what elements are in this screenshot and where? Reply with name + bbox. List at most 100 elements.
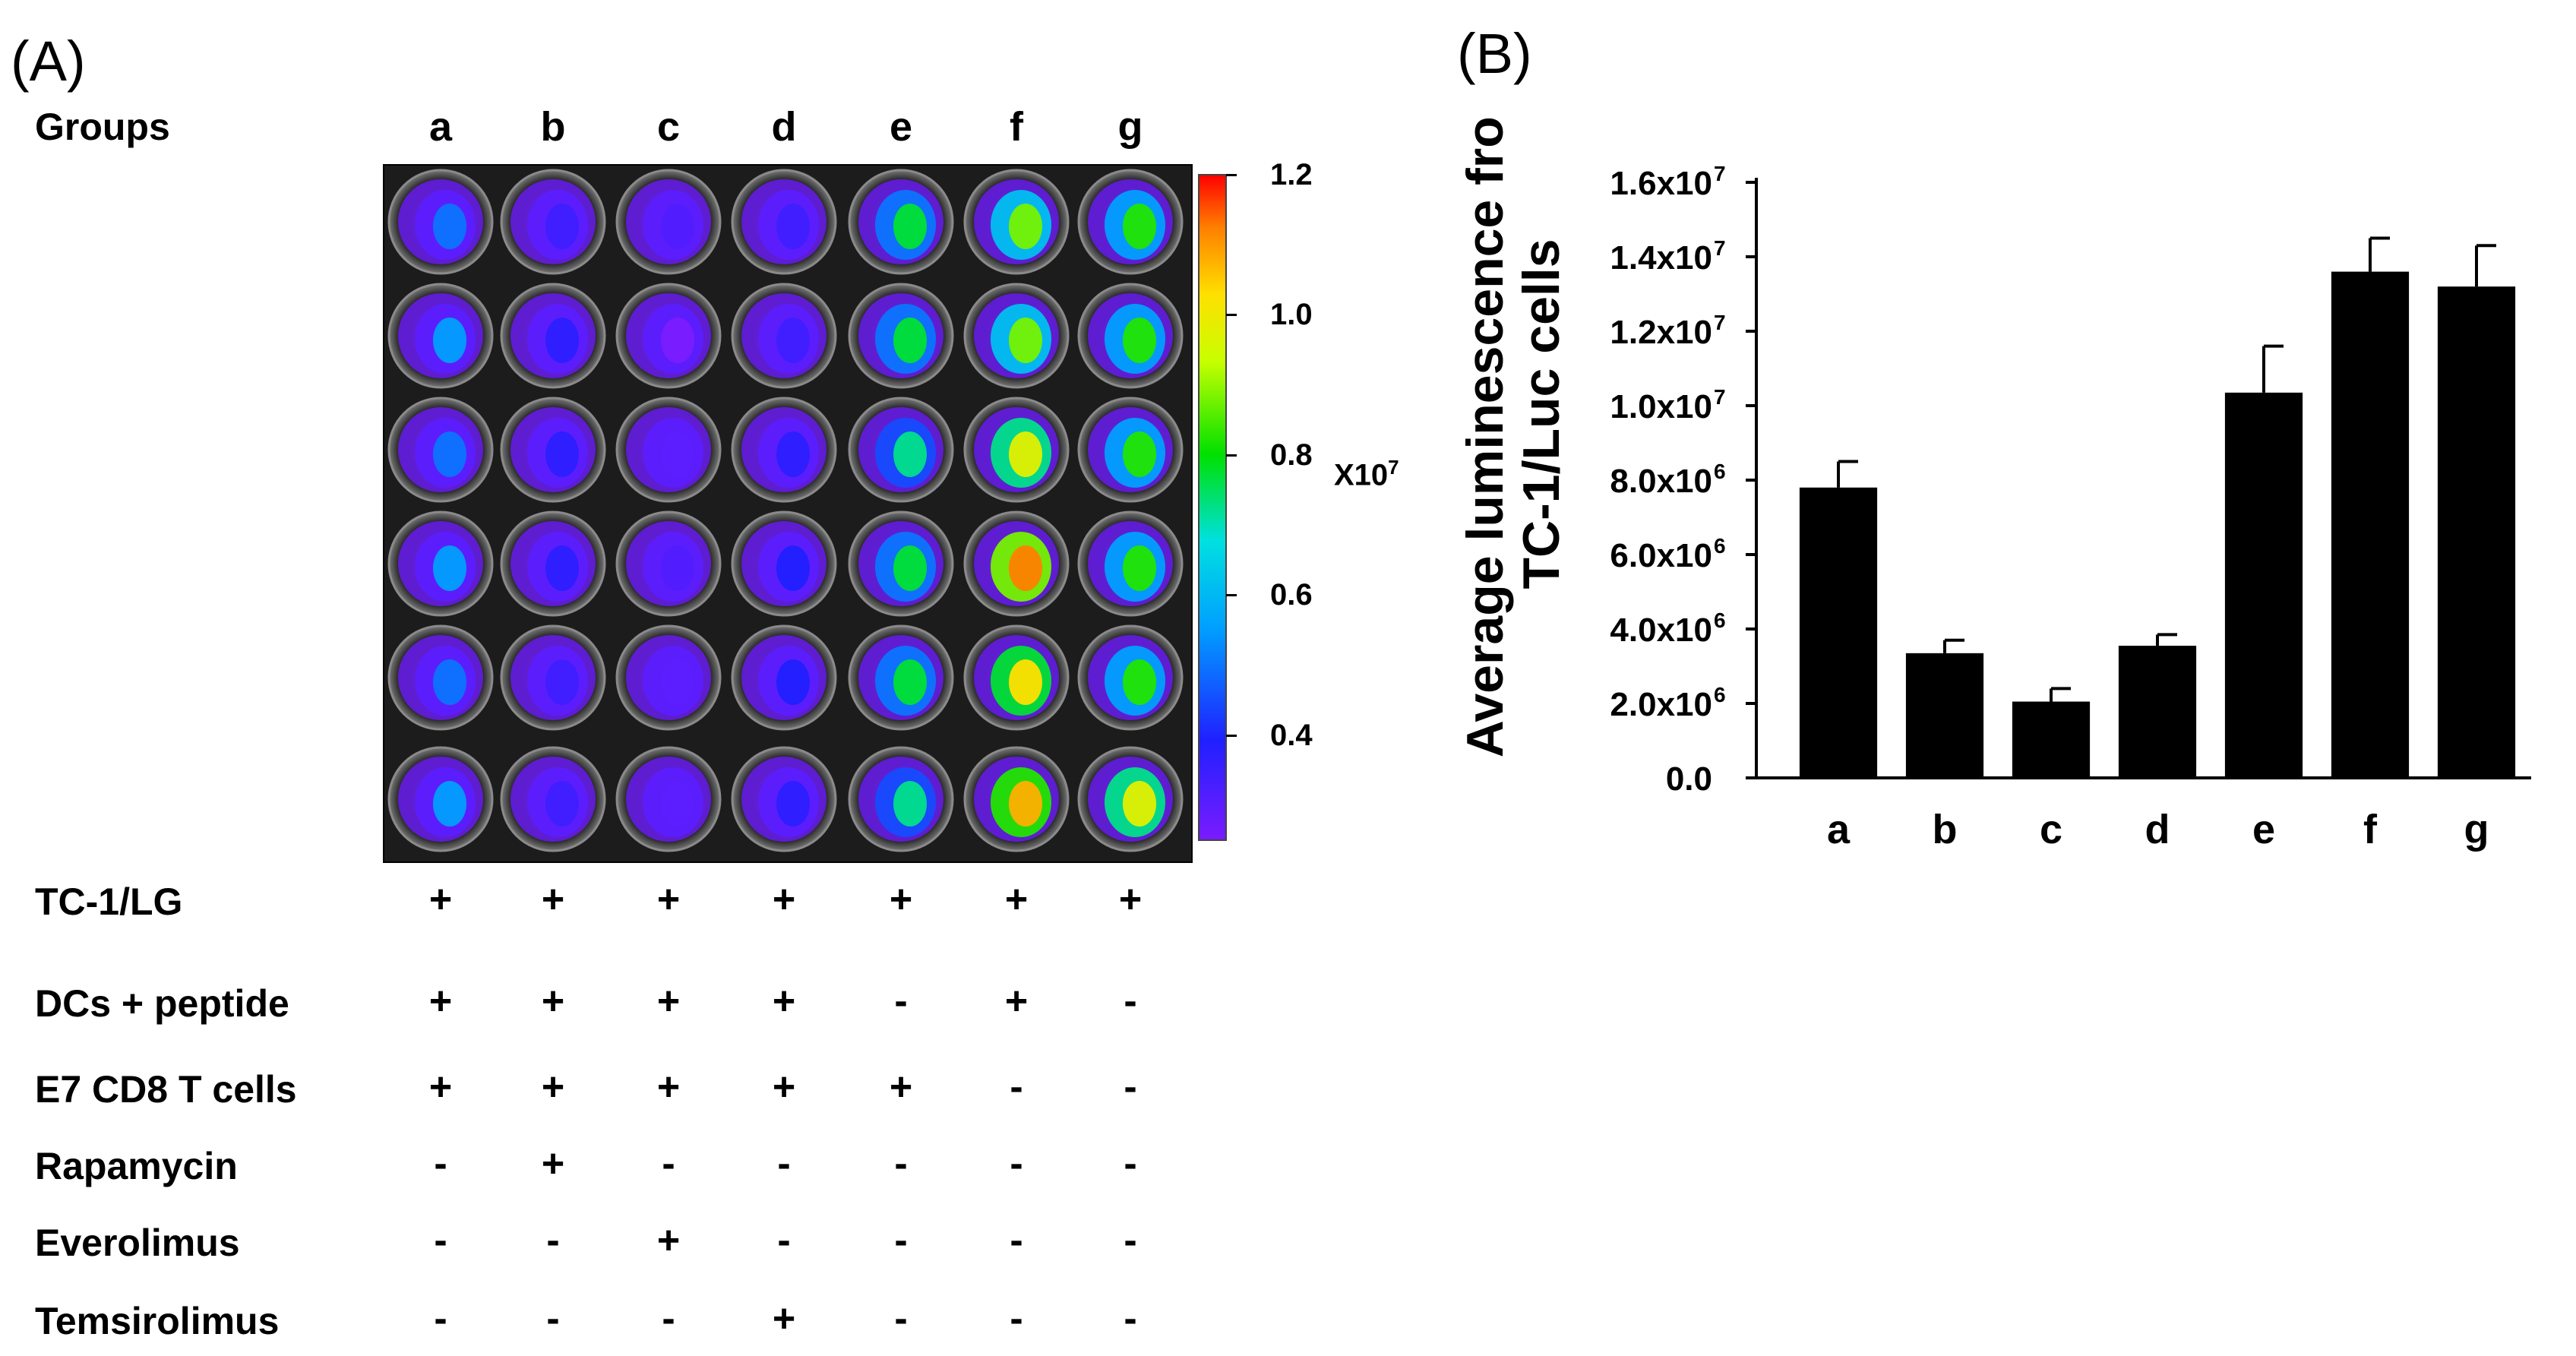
treatment-cell: + (656, 1065, 681, 1109)
plate-well (963, 169, 1070, 275)
well-signal-core (545, 204, 579, 249)
treatment-cell: - (777, 1219, 791, 1263)
well-signal-core (1123, 431, 1156, 477)
colorbar-tick-label: 1.0 (1270, 298, 1313, 332)
treatment-cell: + (772, 979, 796, 1023)
plate-well (848, 169, 954, 275)
treatment-cell: + (428, 979, 453, 1023)
treatment-cell: + (772, 877, 796, 921)
well-signal-core (776, 431, 810, 477)
well-signal-core (545, 659, 579, 705)
colorbar-tick-label: 0.4 (1270, 718, 1313, 752)
plate-well (1077, 283, 1184, 389)
treatment-cell: - (894, 979, 908, 1023)
treatment-row-label: Everolimus (35, 1222, 240, 1264)
treatment-cell: + (656, 1219, 681, 1263)
column-letter-b: b (540, 104, 566, 150)
y-tick-exponent: 7 (1714, 311, 1726, 334)
plate-well (500, 283, 606, 389)
y-axis-label-line1: Average luminescence from (1456, 114, 1514, 757)
treatment-cell: + (889, 877, 913, 921)
plate-well (731, 283, 837, 389)
well-signal-core (1009, 545, 1042, 591)
well-signal-core (893, 545, 927, 591)
plate-well (848, 746, 954, 852)
plate-well (731, 169, 837, 275)
well-signal-core (545, 431, 579, 477)
y-axis-label: Average luminescence from TC-1/Luc cells (1456, 114, 1570, 757)
well-signal-core (661, 431, 694, 477)
bar-c (2012, 701, 2091, 778)
treatment-cell: - (894, 1297, 908, 1341)
plate-well (963, 510, 1070, 617)
well-signal-core (893, 204, 927, 249)
treatment-cell: + (656, 979, 681, 1023)
plate-well (387, 510, 494, 617)
well-signal-core (776, 204, 810, 249)
plate-well (963, 283, 1070, 389)
y-ticks: 0.02.0x10 64.0x10 66.0x10 68.0x10 61.0x10 71.… (1610, 162, 1756, 798)
y-tick-exponent: 7 (1714, 162, 1726, 185)
plate-well (731, 510, 837, 617)
well-signal-core (661, 659, 694, 705)
column-letter-f: f (1010, 104, 1023, 150)
well-signal-core (776, 545, 810, 591)
x-tick-label-a: a (1827, 807, 1851, 852)
well-signal-core (776, 781, 810, 827)
x-tick-label-b: b (1933, 807, 1958, 852)
treatment-cell: - (1010, 1142, 1023, 1186)
treatment-row-label: DCs + peptide (35, 982, 289, 1025)
x-tick-label-e: e (2252, 807, 2275, 852)
bars (1799, 236, 2516, 779)
treatment-cell: + (1004, 979, 1029, 1023)
plate-well (848, 510, 954, 617)
plate-well (731, 746, 837, 852)
plate-well (387, 283, 494, 389)
y-tick-label: 1.4x10 (1610, 239, 1712, 277)
well-signal-core (433, 318, 466, 363)
well-signal-core (433, 781, 466, 827)
column-letter-d: d (771, 104, 797, 150)
plate-well (387, 397, 494, 503)
well-signal-core (661, 318, 694, 363)
plate-well (848, 283, 954, 389)
treatment-cell: - (1124, 1219, 1137, 1263)
x-tick-label-d: d (2145, 807, 2170, 852)
treatment-cell: + (541, 979, 565, 1023)
well-signal-core (776, 318, 810, 363)
y-tick-exponent: 7 (1714, 236, 1726, 260)
well-signal-core (433, 431, 466, 477)
plate-well (500, 510, 606, 617)
y-tick-exponent: 6 (1714, 608, 1726, 632)
well-signal-core (1123, 204, 1156, 249)
column-letter-a: a (428, 104, 453, 150)
colorbar-tick-label: 0.8 (1270, 438, 1313, 472)
luminescence-plate-image (383, 164, 1193, 863)
treatment-cell: + (428, 877, 453, 921)
plate-well (848, 397, 954, 503)
y-tick-exponent: 7 (1714, 385, 1726, 409)
treatment-cell: - (434, 1219, 447, 1263)
well-signal-core (893, 431, 927, 477)
plate-well (387, 169, 494, 275)
well-signal-core (893, 781, 927, 827)
plate-well (848, 624, 954, 731)
well-signal-core (1123, 659, 1156, 705)
bar-d (2118, 646, 2197, 778)
treatment-cell: + (1118, 877, 1143, 921)
treatment-cell: - (434, 1297, 447, 1341)
plate-well (963, 624, 1070, 731)
treatment-cell: + (889, 1065, 913, 1109)
well-signal-core (661, 545, 694, 591)
treatment-row-label: E7 CD8 T cells (35, 1068, 297, 1111)
well-signal-core (1009, 204, 1042, 249)
bar-g (2437, 286, 2516, 778)
groups-header: Groups (35, 106, 170, 148)
colorbar-tick-mark (1226, 734, 1237, 737)
plate-well (387, 746, 494, 852)
treatment-cell: + (541, 1065, 565, 1109)
treatment-cell: - (1124, 1065, 1137, 1109)
colorbar-unit: X107 (1334, 456, 1399, 492)
colorbar-tick-label: 1.2 (1270, 158, 1313, 191)
plate-well (1077, 169, 1184, 275)
